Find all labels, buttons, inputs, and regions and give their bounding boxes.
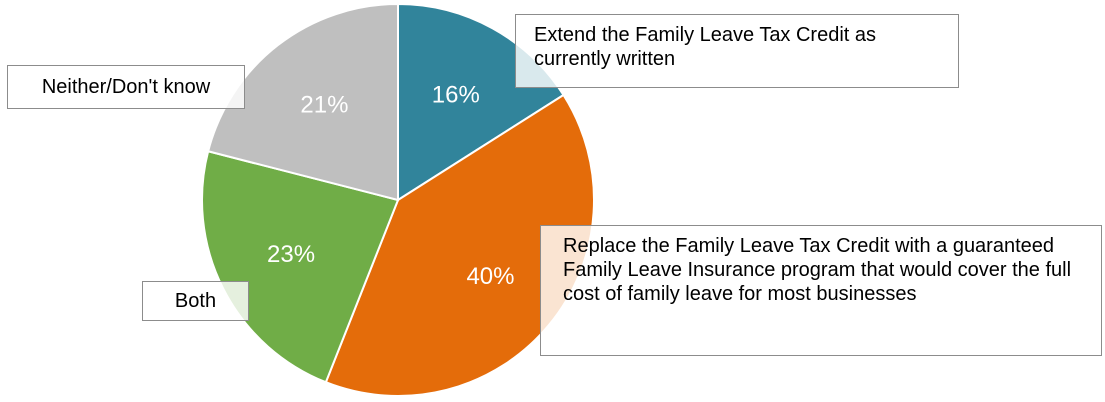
pie-value-label-extend-credit: 16% (432, 81, 480, 108)
callout-label-extend-credit: Extend the Family Leave Tax Credit as cu… (515, 14, 959, 88)
callout-label-both: Both (142, 281, 249, 321)
pie-value-label-neither: 21% (300, 92, 348, 119)
pie-slice-neither (206, 2, 399, 202)
callout-label-neither: Neither/Don't know (7, 65, 245, 109)
callout-label-replace-credit: Replace the Family Leave Tax Credit with… (540, 225, 1102, 356)
pie-value-label-replace-credit: 40% (466, 263, 514, 290)
pie-value-label-both: 23% (267, 241, 315, 268)
